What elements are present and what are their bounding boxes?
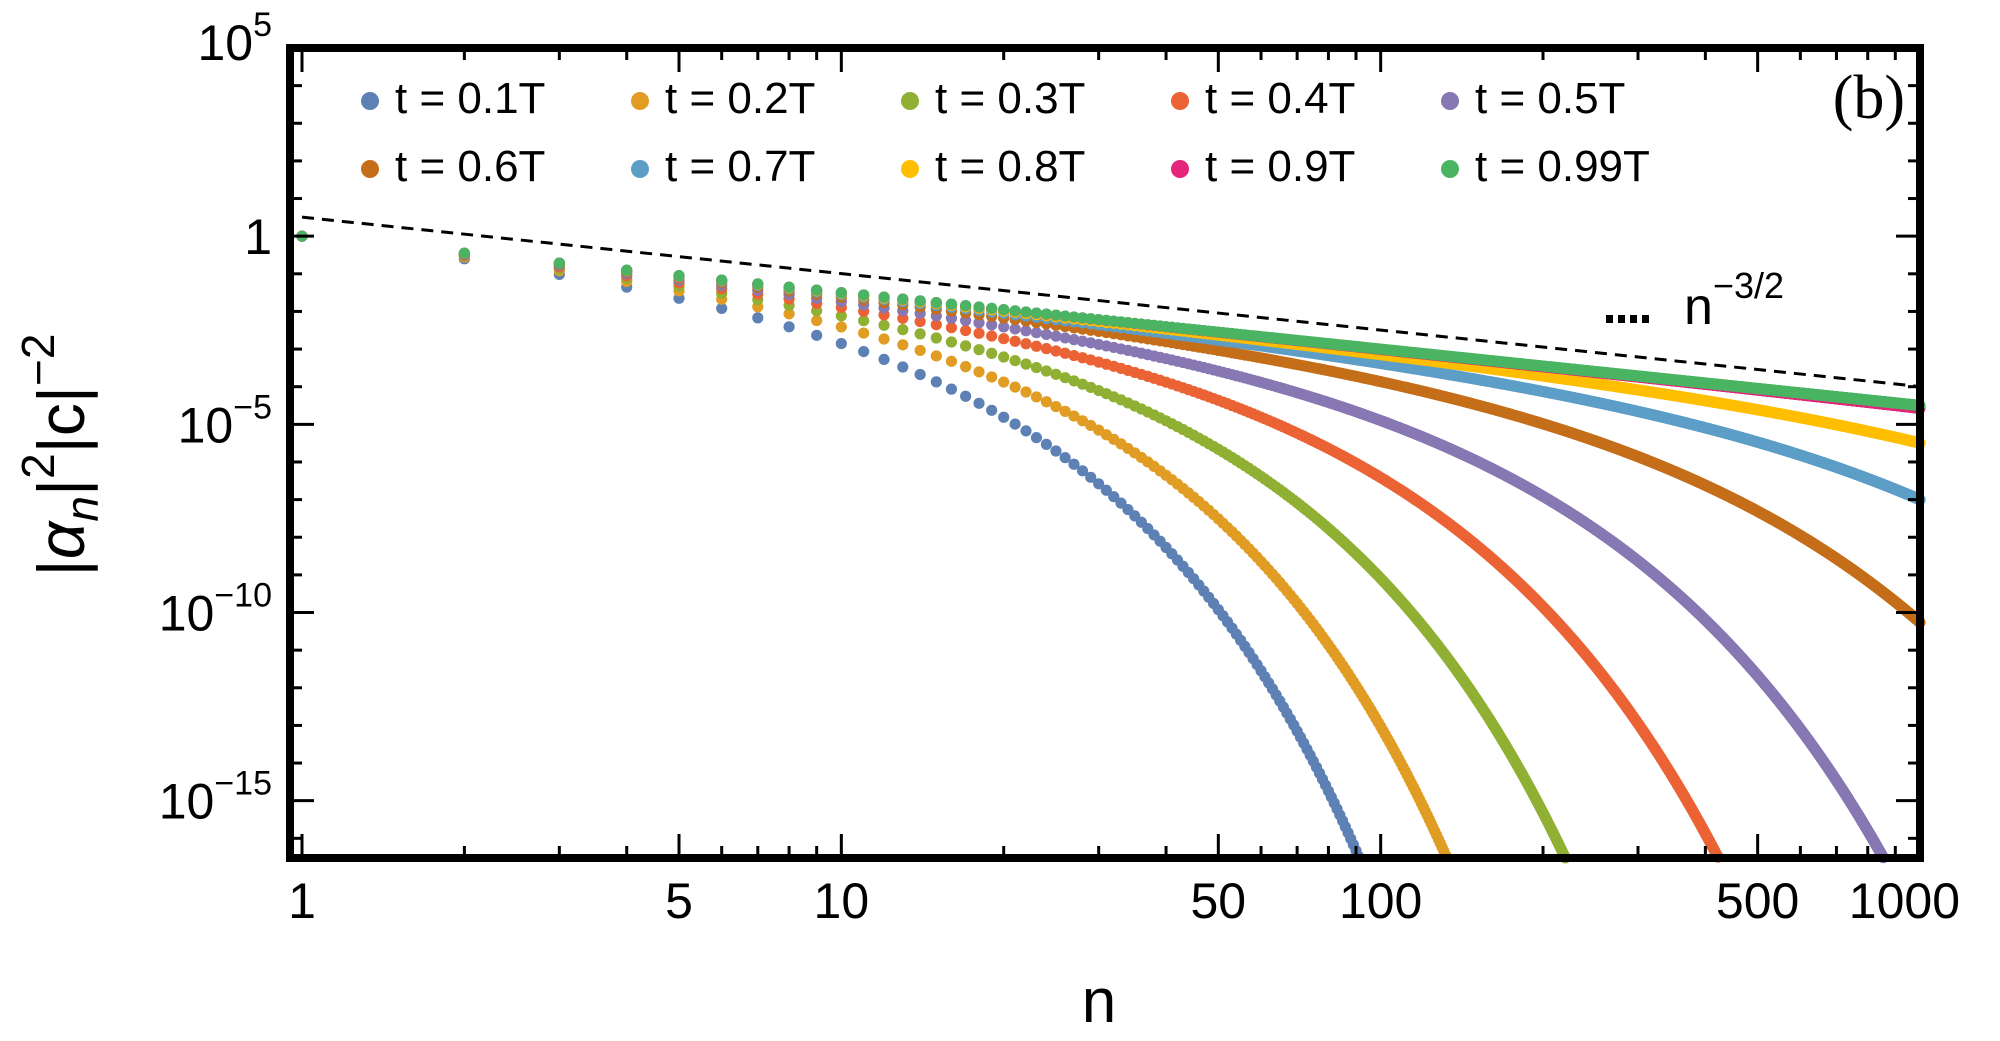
data-point (914, 315, 926, 328)
data-point (1068, 375, 1080, 387)
data-point (1009, 418, 1021, 430)
data-point (1040, 328, 1052, 341)
data-point (973, 397, 985, 409)
series-5 (296, 230, 1889, 864)
data-point (1059, 347, 1071, 359)
data-point (986, 330, 998, 342)
data-point (783, 308, 795, 320)
data-point (783, 321, 795, 333)
series-4 (296, 230, 1724, 863)
data-point (1020, 325, 1032, 337)
data-point (1040, 343, 1052, 355)
data-point (973, 344, 985, 356)
data-point (986, 319, 998, 331)
data-point (1020, 358, 1032, 370)
data-point (1009, 335, 1021, 347)
data-point (1030, 361, 1043, 374)
data-point (1040, 438, 1052, 450)
data-point (1059, 332, 1071, 344)
data-point (1050, 445, 1062, 457)
data-point (835, 338, 847, 350)
series-2 (296, 230, 1452, 861)
data-point (945, 336, 958, 348)
data-point (1059, 452, 1071, 464)
data-point (1093, 478, 1105, 490)
data-point (835, 310, 847, 322)
data-point (973, 317, 985, 329)
data-point (811, 314, 823, 327)
data-point (998, 351, 1010, 363)
data-point (998, 411, 1010, 423)
series-3 (296, 230, 1571, 864)
data-point (1009, 381, 1021, 393)
data-point (973, 366, 985, 378)
data-point (878, 319, 890, 331)
data-point (1050, 400, 1062, 413)
data-point (960, 340, 972, 352)
data-point (858, 315, 870, 327)
data-point (1050, 330, 1062, 342)
data-point (960, 390, 972, 402)
data-point (897, 324, 909, 336)
data-point (1068, 349, 1080, 362)
data-point (986, 404, 998, 416)
data-point (1009, 355, 1021, 367)
data-point (998, 333, 1010, 345)
data-point (1009, 323, 1021, 335)
data-point (811, 329, 823, 341)
data-point (1068, 410, 1080, 422)
data-point (1020, 338, 1032, 350)
data-point (914, 344, 926, 357)
data-point (930, 350, 942, 362)
data-point (1076, 415, 1089, 427)
data-point (945, 355, 958, 367)
data-point (1068, 458, 1080, 470)
data-point (945, 322, 958, 334)
data-point (1085, 471, 1097, 483)
data-marks (296, 230, 1926, 864)
data-point (930, 332, 942, 344)
data-point (835, 321, 847, 333)
data-point (914, 368, 926, 381)
data-point (858, 346, 870, 358)
data-point (945, 383, 958, 395)
data-point (1068, 334, 1080, 346)
data-point (960, 324, 972, 337)
data-point (752, 312, 764, 324)
data-point (1030, 391, 1043, 403)
data-point (1020, 425, 1032, 437)
series-7 (296, 230, 1926, 506)
data-point (858, 327, 870, 339)
data-point (998, 321, 1010, 333)
data-point (986, 347, 998, 359)
series-6 (296, 230, 1926, 629)
data-point (878, 353, 890, 365)
data-point (1030, 432, 1043, 444)
data-point (914, 328, 926, 340)
data-point (1040, 396, 1052, 408)
data-point (930, 319, 942, 331)
data-point (1030, 327, 1043, 339)
data-point (1020, 386, 1032, 398)
data-point (1059, 372, 1071, 384)
data-point (1050, 345, 1062, 357)
data-point (897, 361, 909, 373)
data-point (998, 376, 1010, 388)
data-point (1030, 340, 1043, 352)
data-point (986, 371, 998, 383)
data-point (960, 361, 972, 373)
data-point (1108, 491, 1120, 503)
data-point (897, 339, 909, 351)
data-point (1100, 484, 1112, 496)
data-point (878, 333, 890, 345)
data-point (1040, 365, 1052, 377)
data-point (1076, 465, 1089, 477)
data-point (1050, 368, 1062, 380)
data-point (930, 376, 942, 388)
data-point (716, 302, 728, 315)
data-point (1059, 405, 1071, 417)
data-point (973, 327, 985, 339)
